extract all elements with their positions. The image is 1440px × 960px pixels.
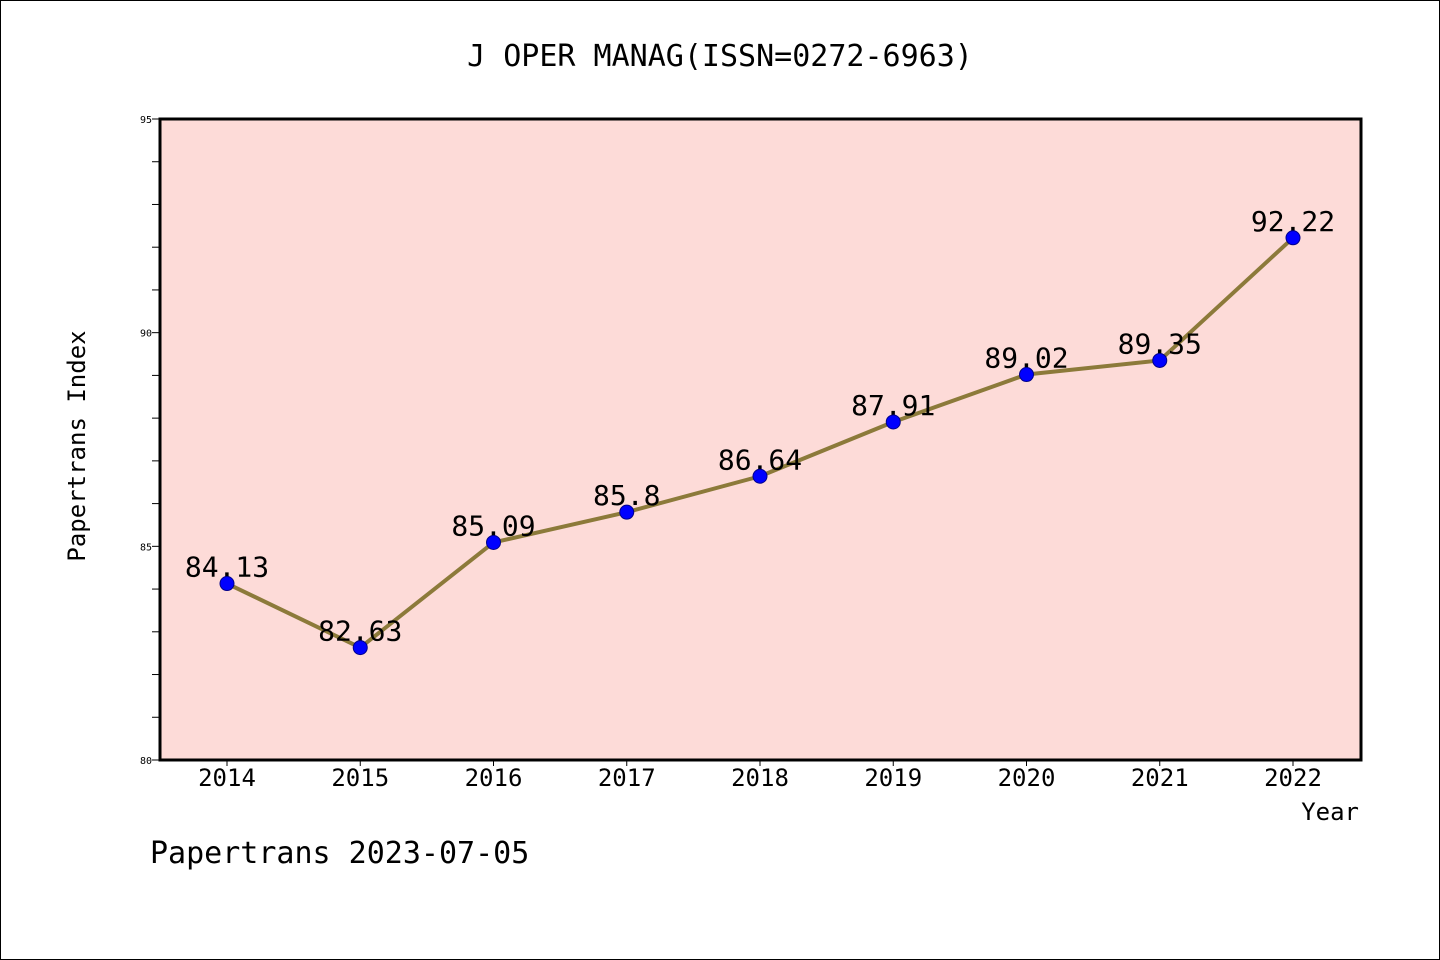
x-tick-label: 2016 [465,764,523,792]
x-tick-label: 2022 [1264,764,1322,792]
y-axis-label: Papertrans Index [63,330,91,561]
x-axis-tick-labels: 2014 2015 2016 2017 2018 2019 2020 2021 2022 [198,764,1322,792]
y-tick-label: 85 [140,542,152,553]
x-tick-label: 2014 [198,764,256,792]
x-tick-label: 2021 [1131,764,1189,792]
x-tick-label: 2019 [864,764,922,792]
data-markers [219,230,1301,656]
data-point [1152,352,1168,368]
data-point [1285,230,1301,246]
footer-note: Papertrans 2023-07-05 [150,836,529,871]
x-axis-label: Year [1301,798,1359,826]
chart-title: J OPER MANAG(ISSN=0272-6963) [467,39,973,74]
y-axis-minor-ticks [152,118,160,761]
x-tick-label: 2015 [331,764,389,792]
y-tick-label: 80 [140,756,152,767]
x-axis-ticks [226,760,1294,766]
x-tick-label: 2017 [598,764,656,792]
x-tick-label: 2020 [998,764,1056,792]
data-point [885,414,901,430]
data-point [619,504,635,520]
y-tick-label: 95 [140,115,152,126]
data-point [219,576,235,592]
y-axis-tick-labels: 80 85 90 95 [140,115,152,767]
data-point [752,468,768,484]
plot-area [158,117,1363,762]
data-point [352,640,368,656]
y-tick-label: 90 [140,329,152,340]
data-point [486,534,501,550]
data-point [1019,367,1034,383]
x-tick-label: 2018 [731,764,789,792]
